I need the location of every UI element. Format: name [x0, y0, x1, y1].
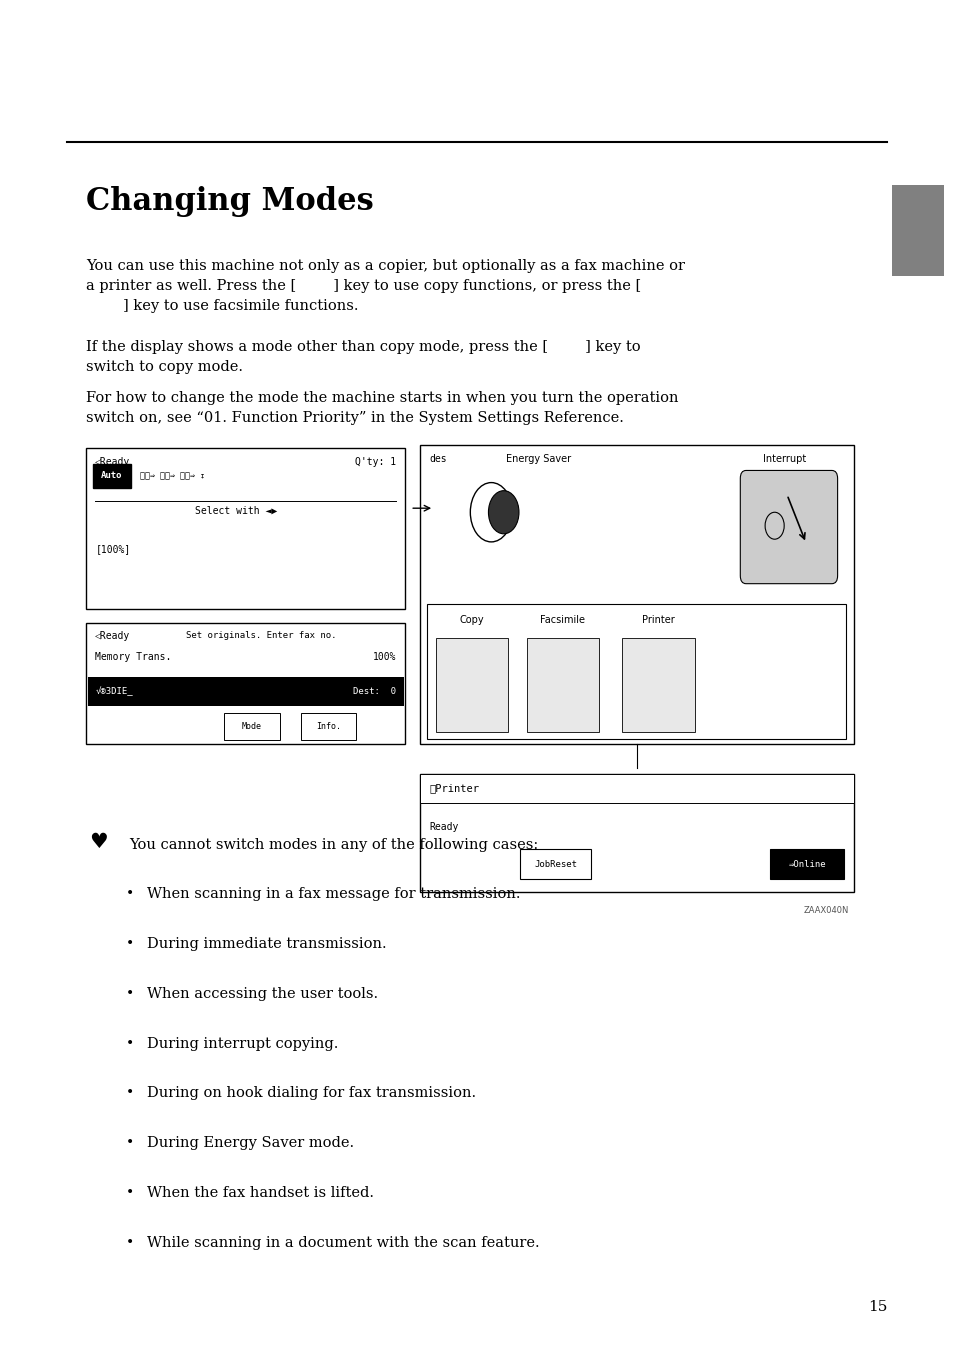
Text: Dest:  0: Dest: 0: [353, 687, 395, 696]
Text: Select with ◄▶: Select with ◄▶: [194, 506, 277, 515]
Text: •: •: [126, 937, 134, 950]
Text: For how to change the mode the machine starts in when you turn the operation
swi: For how to change the mode the machine s…: [86, 391, 678, 425]
Bar: [419, 774, 853, 892]
Text: Q'ty: 1: Q'ty: 1: [355, 457, 395, 466]
Text: You cannot switch modes in any of the following cases:: You cannot switch modes in any of the fo…: [129, 838, 537, 852]
Text: Ready: Ready: [429, 822, 458, 832]
Bar: [88, 677, 403, 706]
Text: During immediate transmission.: During immediate transmission.: [147, 937, 386, 950]
Text: ◁Ready: ◁Ready: [95, 457, 131, 466]
Text: 15: 15: [867, 1301, 886, 1314]
Bar: [526, 638, 598, 732]
Text: ⎗Printer: ⎗Printer: [429, 783, 478, 794]
Text: Memory Trans.: Memory Trans.: [95, 652, 172, 662]
Bar: [427, 604, 845, 739]
Text: JobReset: JobReset: [534, 860, 577, 868]
Bar: [621, 638, 694, 732]
Text: Set originals. Enter fax no.: Set originals. Enter fax no.: [186, 631, 336, 640]
Text: •: •: [126, 1136, 134, 1150]
Text: Info.: Info.: [315, 723, 340, 731]
Text: During Energy Saver mode.: During Energy Saver mode.: [147, 1136, 354, 1150]
Text: If the display shows a mode other than copy mode, press the [        ] key to
sw: If the display shows a mode other than c…: [86, 340, 639, 373]
Bar: [300, 713, 355, 740]
Text: Auto: Auto: [101, 472, 122, 480]
Text: ◁Ready: ◁Ready: [95, 631, 131, 640]
Text: ⇒Online: ⇒Online: [787, 860, 825, 868]
Text: Interrupt: Interrupt: [762, 454, 805, 464]
Bar: [519, 849, 591, 879]
Text: •: •: [126, 887, 134, 900]
Bar: [86, 623, 405, 744]
Text: •: •: [126, 987, 134, 1000]
Text: √®3DIE_: √®3DIE_: [95, 686, 132, 697]
Bar: [86, 448, 405, 609]
Circle shape: [488, 491, 518, 534]
Text: ♥: ♥: [89, 833, 108, 852]
Text: Facsimile: Facsimile: [539, 615, 585, 624]
Text: •: •: [126, 1086, 134, 1100]
Text: Energy Saver: Energy Saver: [505, 454, 570, 464]
Bar: [436, 638, 508, 732]
Bar: [92, 464, 131, 488]
Text: During interrupt copying.: During interrupt copying.: [147, 1037, 338, 1050]
Text: When scanning in a fax message for transmission.: When scanning in a fax message for trans…: [147, 887, 520, 900]
Text: While scanning in a document with the scan feature.: While scanning in a document with the sc…: [147, 1236, 539, 1250]
Bar: [419, 774, 853, 803]
Text: When accessing the user tools.: When accessing the user tools.: [147, 987, 377, 1000]
Text: You can use this machine not only as a copier, but optionally as a fax machine o: You can use this machine not only as a c…: [86, 259, 684, 313]
Text: des: des: [429, 454, 446, 464]
Bar: [224, 713, 279, 740]
Text: Mode: Mode: [242, 723, 261, 731]
Text: [100%]: [100%]: [95, 545, 131, 554]
Text: Copy: Copy: [459, 615, 484, 624]
Bar: [419, 445, 853, 744]
Text: •: •: [126, 1186, 134, 1200]
Bar: [769, 849, 843, 879]
Text: ZAAX040N: ZAAX040N: [802, 906, 848, 915]
Text: When the fax handset is lifted.: When the fax handset is lifted.: [147, 1186, 374, 1200]
Text: •: •: [126, 1037, 134, 1050]
Text: ⑨℘⇒ ⑨℘⇒ ⑨℘⇒ ↧: ⑨℘⇒ ⑨℘⇒ ⑨℘⇒ ↧: [140, 472, 205, 480]
Text: Printer: Printer: [641, 615, 674, 624]
FancyBboxPatch shape: [740, 470, 837, 584]
Text: Changing Modes: Changing Modes: [86, 186, 374, 217]
Text: During on hook dialing for fax transmission.: During on hook dialing for fax transmiss…: [147, 1086, 476, 1100]
Text: 100%: 100%: [372, 652, 395, 662]
Bar: [891, 185, 943, 276]
Text: •: •: [126, 1236, 134, 1250]
